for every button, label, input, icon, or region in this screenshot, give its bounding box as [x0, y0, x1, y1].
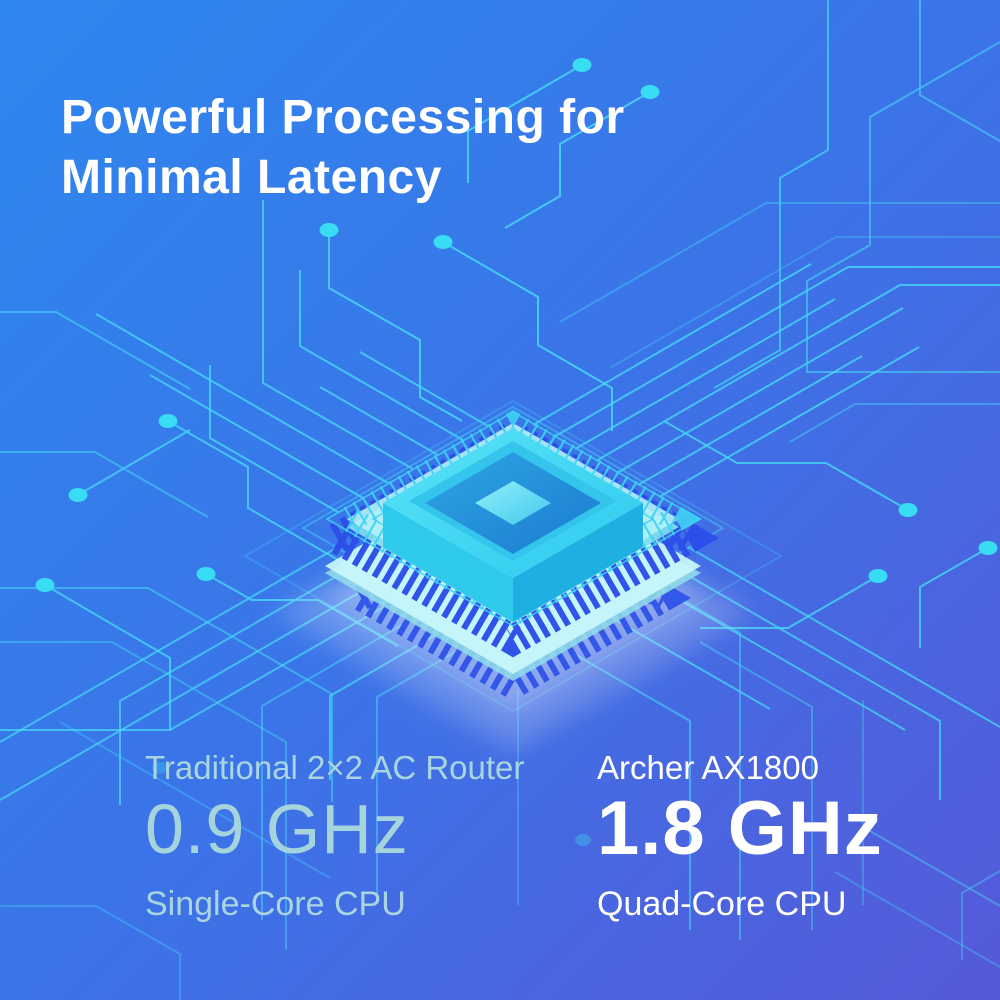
headline-line1: Powerful Processing for — [61, 91, 625, 144]
cpu-chip-illustration — [273, 409, 753, 751]
trace-dots — [35, 58, 998, 846]
archer-ax1800-spec: Archer AX1800 1.8 GHz Quad-Core CPU — [597, 748, 883, 924]
chip-body-right-face — [513, 503, 643, 622]
archer-ax1800-cpu: Quad-Core CPU — [597, 885, 847, 923]
archer-ax1800-label: Archer AX1800 — [597, 749, 819, 786]
traditional-router-cpu: Single-Core CPU — [145, 885, 406, 923]
chip-bottom-pins — [335, 494, 691, 702]
traditional-router-speed: 0.9 GHz — [145, 790, 409, 868]
traditional-router-spec: Traditional 2×2 AC Router 0.9 GHz Single… — [145, 748, 524, 924]
traditional-router-label: Traditional 2×2 AC Router — [145, 749, 525, 786]
archer-ax1800-speed: 1.8 GHz — [597, 786, 883, 871]
headline: Powerful Processing for Minimal Latency — [61, 88, 625, 208]
chip-die — [475, 481, 551, 525]
chip-body-left-face — [383, 503, 513, 622]
chip-lead-rungs — [323, 409, 703, 629]
chip-side-pins — [307, 418, 719, 658]
headline-line2: Minimal Latency — [61, 151, 442, 204]
